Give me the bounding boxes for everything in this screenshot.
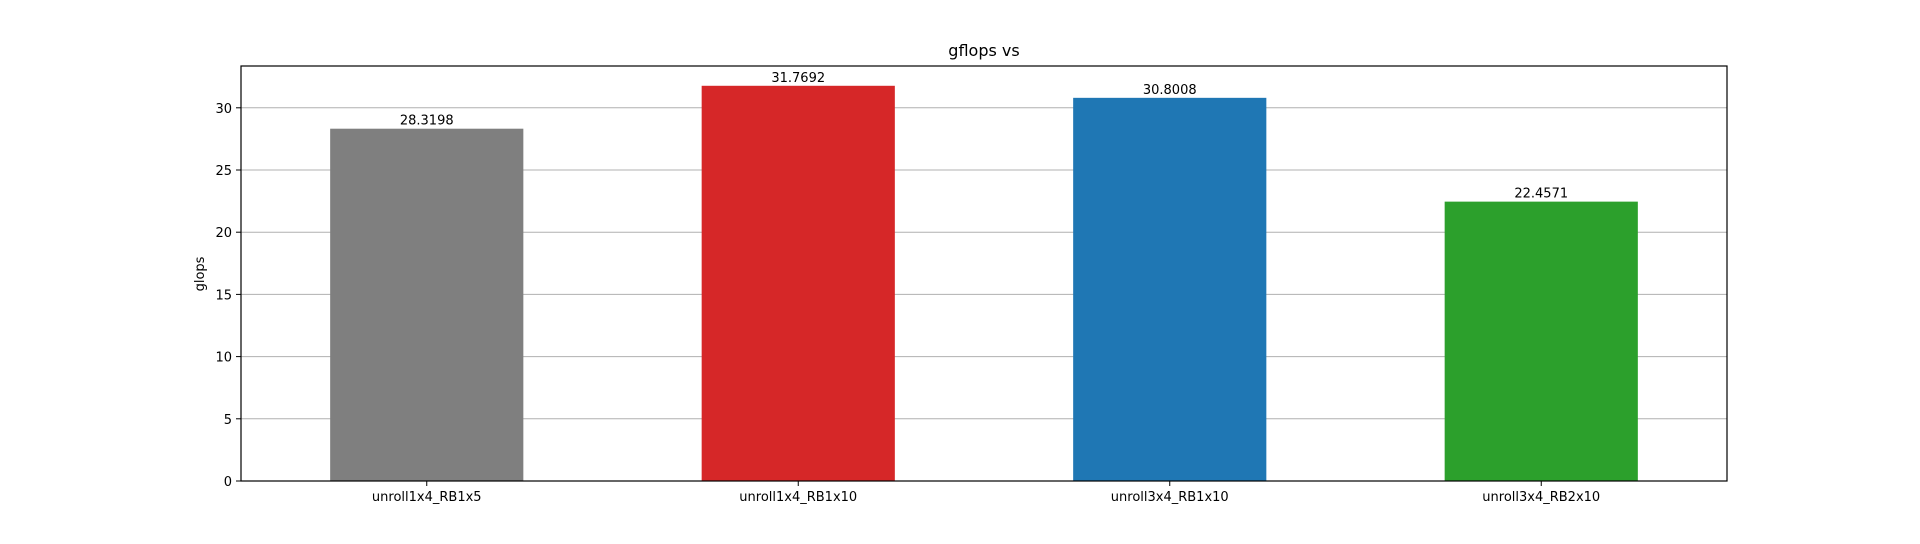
plot-frame [240,65,1728,482]
bar-value-label: 22.4571 [1514,187,1568,202]
bar [1073,97,1267,481]
x-tick-label: unroll3x4_RB2x10 [1482,490,1600,505]
bar [1444,201,1638,481]
y-tick-label: 0 [224,475,232,490]
y-tick-label: 10 [215,351,232,366]
y-tick-label: 30 [215,102,232,117]
y-tick-label: 20 [215,226,232,241]
bar-value-label: 31.7692 [771,71,825,86]
x-axis: unroll1x4_RB1x5 unroll1x4_RB1x10 unroll3x4… [372,481,1600,505]
x-tick-label: unroll1x4_RB1x10 [739,490,857,505]
x-tick-label: unroll3x4_RB1x10 [1111,490,1229,505]
bar-value-label: 30.8008 [1143,83,1197,98]
value-labels: 28.3198 31.7692 30.8008 22.4571 [400,71,1568,202]
chart-title: gflops vs [948,41,1019,60]
bar [330,128,524,482]
x-tick-label: unroll1x4_RB1x5 [372,490,482,505]
y-tick-label: 5 [224,413,232,428]
bar [701,85,895,482]
bars [330,85,1638,482]
y-tick-label: 25 [215,164,232,179]
y-axis: 0 5 10 15 20 25 30 [215,102,241,490]
y-tick-label: 15 [215,288,232,303]
bar-value-label: 28.3198 [400,114,454,129]
y-axis-label: glops [193,256,208,291]
